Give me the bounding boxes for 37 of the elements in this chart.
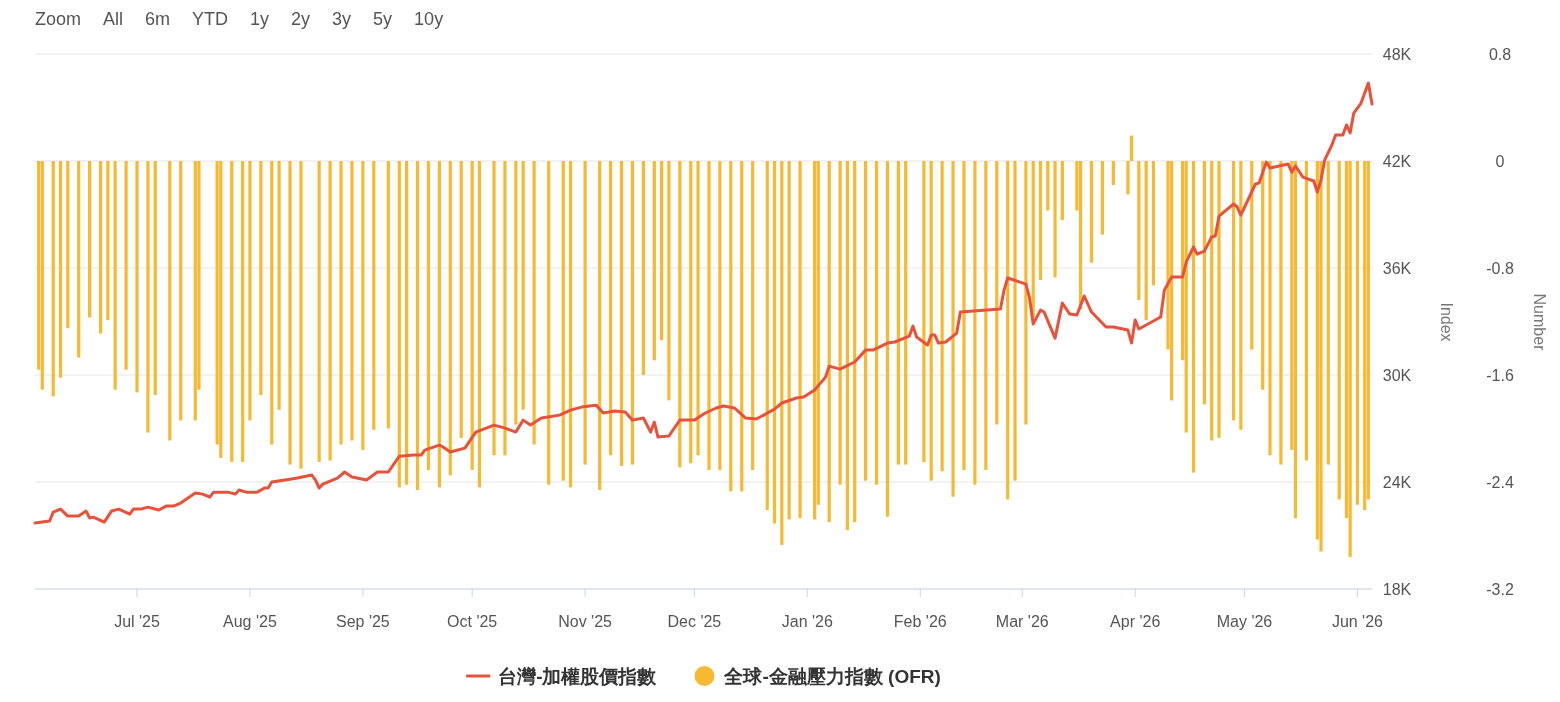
y-tick-label: 48K <box>1382 46 1412 63</box>
y-tick-label: 24K <box>1382 474 1412 491</box>
text: Zoom <box>35 9 82 29</box>
y2-tick-label: -2.4 <box>1486 474 1514 491</box>
x-tick-label: Feb '26 <box>893 613 947 630</box>
x-tick-label: Sep '25 <box>335 613 390 630</box>
text: 6m <box>145 9 171 29</box>
x-tick-label: Jun '26 <box>1331 613 1384 630</box>
x-tick-label: Jan '26 <box>781 613 833 630</box>
legend-label: 台灣-加權股價指數 <box>498 666 658 687</box>
x-tick-label: Oct '25 <box>447 613 498 630</box>
y-tick-label: 36K <box>1382 260 1412 277</box>
text: All <box>103 9 124 29</box>
legend-label: 全球-金融壓力指數 (OFR) <box>723 666 941 687</box>
x-tick-label: Aug '25 <box>223 613 277 630</box>
y2-axis-title: Number <box>1531 293 1548 352</box>
y2-tick-label: -1.6 <box>1486 367 1514 384</box>
text: 10y <box>414 9 444 29</box>
y2-tick-label: 0.8 <box>1488 46 1512 63</box>
y2-tick-label: -0.8 <box>1486 260 1514 277</box>
y-axis-title: Index <box>1438 302 1455 342</box>
text: 5y <box>373 9 393 29</box>
y2-tick-label: 0 <box>1495 153 1505 170</box>
x-tick-label: Jul '25 <box>114 613 160 630</box>
text: 2y <box>291 9 311 29</box>
x-tick-label: Apr '26 <box>1110 613 1161 630</box>
x-tick-label: May '26 <box>1216 613 1273 630</box>
y-tick-label: 42K <box>1382 153 1412 170</box>
y-tick-label: 18K <box>1382 581 1412 598</box>
y2-tick-label: -3.2 <box>1486 581 1514 598</box>
text: 3y <box>332 9 352 29</box>
x-tick-label: Mar '26 <box>995 613 1049 630</box>
text: YTD <box>192 9 229 29</box>
x-tick-label: Nov '25 <box>558 613 613 630</box>
y-tick-label: 30K <box>1382 367 1412 384</box>
text: 1y <box>250 9 270 29</box>
x-tick-label: Dec '25 <box>667 613 722 630</box>
